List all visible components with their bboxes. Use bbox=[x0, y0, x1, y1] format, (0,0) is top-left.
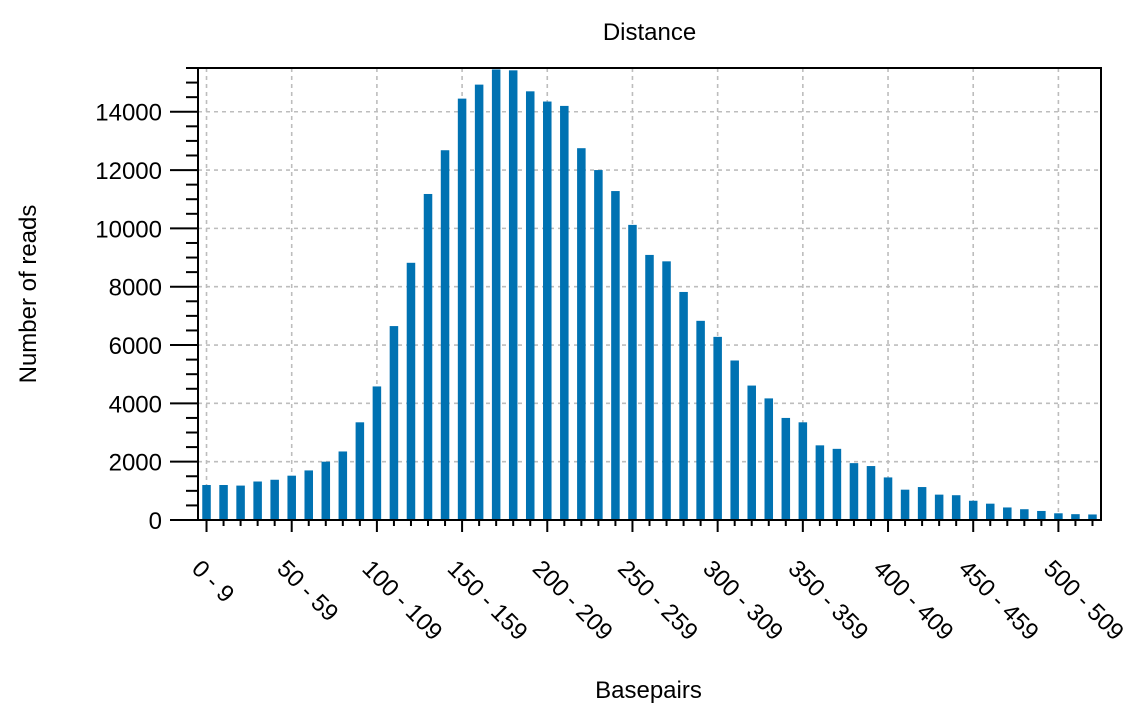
y-tick-label: 12000 bbox=[95, 158, 162, 185]
y-tick-label: 0 bbox=[149, 508, 162, 535]
bar bbox=[219, 485, 228, 520]
bar bbox=[508, 70, 518, 521]
y-tick-label: 14000 bbox=[95, 100, 162, 127]
y-tick-label: 4000 bbox=[109, 391, 162, 418]
bars bbox=[202, 69, 1097, 521]
bar bbox=[270, 479, 279, 520]
bar bbox=[1037, 510, 1046, 520]
x-tick-label: 500 - 509 bbox=[1038, 555, 1129, 646]
bar bbox=[985, 503, 995, 520]
bar bbox=[628, 224, 637, 520]
y-tick-label: 10000 bbox=[95, 216, 162, 243]
chart-title: Distance bbox=[603, 19, 696, 46]
bar bbox=[679, 291, 688, 520]
y-tick-label: 6000 bbox=[109, 333, 162, 360]
bar bbox=[304, 470, 314, 520]
bar bbox=[474, 84, 484, 520]
x-tick-label: 0 - 9 bbox=[186, 555, 239, 608]
bar bbox=[951, 495, 961, 520]
bar bbox=[1003, 507, 1012, 520]
bar bbox=[577, 148, 586, 520]
bar bbox=[389, 326, 399, 520]
bar bbox=[832, 448, 842, 520]
bar bbox=[202, 485, 211, 520]
x-tick-label: 250 - 259 bbox=[612, 555, 703, 646]
bar bbox=[355, 422, 365, 520]
x-tick-label: 400 - 409 bbox=[868, 555, 959, 646]
bar bbox=[1088, 514, 1097, 520]
bar bbox=[713, 336, 722, 520]
x-tick-label: 50 - 59 bbox=[271, 555, 343, 627]
bar bbox=[457, 98, 467, 520]
bar bbox=[543, 101, 552, 520]
x-tick-label: 350 - 359 bbox=[783, 555, 874, 646]
x-tick-label: 100 - 109 bbox=[357, 555, 448, 646]
bar bbox=[1020, 509, 1029, 520]
bar bbox=[730, 360, 739, 520]
bar bbox=[798, 422, 808, 520]
bar bbox=[696, 320, 705, 520]
bar bbox=[1054, 513, 1063, 520]
bar bbox=[440, 150, 450, 520]
y-tick-label: 8000 bbox=[109, 275, 162, 302]
bar bbox=[662, 261, 671, 520]
bar bbox=[236, 485, 245, 520]
bar bbox=[525, 91, 535, 520]
bar bbox=[781, 417, 791, 520]
bar bbox=[815, 445, 825, 520]
bar bbox=[1071, 514, 1080, 520]
x-tick-label: 150 - 159 bbox=[442, 555, 533, 646]
y-tick-label: 2000 bbox=[109, 450, 162, 477]
bar bbox=[968, 500, 978, 520]
bar bbox=[611, 191, 620, 520]
bar bbox=[747, 385, 756, 520]
bar bbox=[934, 494, 944, 520]
bar bbox=[883, 477, 893, 520]
y-axis-label: Number of reads bbox=[15, 205, 42, 384]
bar bbox=[338, 451, 348, 520]
bar bbox=[423, 193, 433, 520]
bar bbox=[287, 475, 296, 520]
bar bbox=[917, 487, 927, 520]
bar bbox=[764, 398, 774, 520]
bar bbox=[594, 170, 603, 520]
bar bbox=[849, 463, 859, 520]
bar bbox=[321, 461, 331, 520]
bar bbox=[645, 254, 654, 520]
x-tick-label: 200 - 209 bbox=[527, 555, 618, 646]
bar bbox=[406, 262, 416, 520]
x-tick-label: 300 - 309 bbox=[697, 555, 788, 646]
bar bbox=[253, 481, 262, 520]
bar bbox=[491, 69, 501, 520]
bar bbox=[372, 386, 382, 520]
bar bbox=[900, 489, 910, 520]
bar bbox=[560, 105, 569, 521]
bar bbox=[866, 466, 876, 520]
x-tick-label: 450 - 459 bbox=[953, 555, 1044, 646]
y-axis-ticks: 0 2000 4000 6000 8000 10000 12000 14000 bbox=[95, 67, 198, 535]
x-axis-label: Basepairs bbox=[595, 677, 702, 704]
